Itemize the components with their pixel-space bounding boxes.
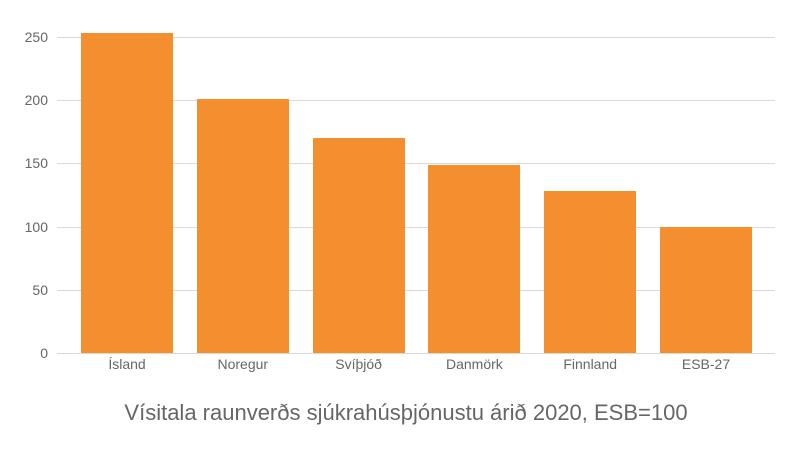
- y-tick-label: 200: [24, 92, 48, 108]
- gridline: [57, 290, 775, 291]
- y-tick-label: 250: [24, 29, 48, 45]
- bar: [196, 98, 289, 353]
- bar: [544, 191, 637, 353]
- bar: [81, 33, 173, 353]
- gridline: [57, 353, 775, 354]
- gridline: [57, 163, 775, 164]
- bar: [660, 226, 752, 353]
- gridline: [57, 227, 775, 228]
- x-tick-label: Svíþjóð: [335, 356, 382, 372]
- bar: [312, 138, 405, 353]
- x-tick-label: Finnland: [563, 356, 618, 372]
- gridline: [57, 37, 775, 38]
- x-tick-label: Danmörk: [445, 356, 503, 372]
- x-tick-label: ESB-27: [681, 356, 731, 372]
- chart-title: Vísitala raunverðs sjúkrahúsþjónustu ári…: [124, 400, 688, 425]
- y-tick-label: 150: [24, 155, 48, 171]
- y-tick-label: 0: [40, 345, 48, 361]
- x-tick-label: Ísland: [108, 356, 146, 372]
- bar: [428, 164, 521, 353]
- y-tick-label: 50: [32, 282, 48, 298]
- y-tick-label: 100: [24, 219, 48, 235]
- gridline: [57, 100, 775, 101]
- x-tick-label: Noregur: [217, 356, 269, 372]
